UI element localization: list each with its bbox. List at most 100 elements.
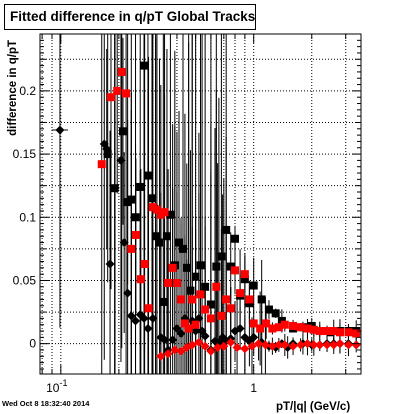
plot-frame — [39, 33, 362, 375]
data-point-diamond — [156, 351, 166, 361]
data-point-diamond — [343, 340, 353, 350]
data-point-square — [217, 311, 226, 320]
data-point-diamond — [55, 125, 65, 135]
data-point-diamond — [288, 341, 298, 351]
data-point-square — [175, 238, 184, 247]
data-point-square — [143, 171, 152, 180]
data-point-diamond — [315, 340, 325, 350]
data-point-square — [268, 324, 277, 333]
data-point-diamond — [235, 323, 245, 333]
data-point-square — [222, 225, 231, 234]
data-point-square — [206, 300, 215, 309]
data-point-square — [249, 319, 258, 328]
data-point-square — [186, 286, 195, 295]
data-markers — [55, 61, 361, 361]
x-axis-label: pT/|q| (GeV/c) — [276, 401, 350, 413]
data-point-diamond — [126, 311, 136, 321]
data-point-square — [256, 324, 265, 333]
data-point-square — [97, 160, 106, 169]
y-axis-label: difference in q/pT — [7, 40, 19, 136]
data-point-square — [178, 244, 187, 253]
data-point-diamond — [176, 329, 186, 339]
data-point-square — [110, 184, 119, 193]
data-point-square — [201, 305, 210, 314]
data-point-diamond — [213, 342, 223, 352]
data-point-diamond — [280, 340, 290, 350]
data-point-square — [164, 278, 173, 287]
data-point-square — [148, 203, 157, 212]
data-point-square — [315, 327, 324, 336]
data-point-square — [196, 290, 205, 299]
data-point-square — [352, 329, 361, 338]
data-point-square — [127, 195, 136, 204]
axes: 00.050.10.150.210-1 1 — [13, 33, 361, 395]
data-point-diamond — [131, 316, 141, 326]
data-point-square — [184, 324, 193, 333]
data-point-square — [151, 232, 160, 241]
data-point-square — [166, 210, 175, 219]
data-point-square — [271, 309, 280, 318]
data-point-square — [296, 323, 305, 332]
data-point-diamond — [351, 340, 361, 350]
data-point-square — [280, 320, 289, 329]
data-point-square — [196, 261, 205, 270]
data-point-square — [118, 127, 127, 136]
chart-title: Fitted difference in q/pT Global Tracks — [4, 4, 256, 30]
y-tick-label: 0.05 — [13, 273, 37, 287]
data-point-square — [127, 244, 136, 253]
data-point-square — [148, 194, 157, 203]
data-point-diamond — [160, 335, 170, 345]
data-point-diamond — [249, 332, 259, 342]
data-point-square — [180, 319, 189, 328]
data-point-square — [289, 321, 298, 330]
y-tick-label: 0.15 — [13, 147, 37, 161]
data-point-square — [236, 289, 245, 298]
data-point-square — [226, 262, 235, 271]
data-point-square — [212, 282, 221, 291]
x-tick-label: 1 — [250, 381, 257, 395]
data-point-square — [155, 238, 164, 247]
data-point-square — [245, 295, 254, 304]
data-point-square — [240, 270, 249, 279]
data-point-square — [140, 260, 149, 269]
data-point-square — [222, 295, 231, 304]
data-point-diamond — [260, 340, 270, 350]
data-point-diamond — [116, 155, 126, 165]
data-point-square — [162, 232, 171, 241]
data-point-square — [274, 323, 283, 332]
data-point-diamond — [176, 346, 186, 356]
data-point-square — [172, 278, 181, 287]
data-point-square — [182, 263, 191, 272]
data-point-square — [168, 263, 177, 272]
data-point-square — [113, 86, 122, 95]
data-point-square — [206, 314, 215, 323]
data-point-diamond — [163, 349, 173, 359]
data-point-diamond — [247, 341, 257, 351]
data-point-square — [257, 295, 266, 304]
data-point-diamond — [302, 339, 312, 349]
data-point-diamond — [226, 337, 236, 347]
timestamp: Wed Oct 8 18:32:40 2014 — [2, 399, 90, 408]
data-point-diamond — [309, 340, 319, 350]
data-point-diamond — [194, 313, 204, 323]
data-point-diamond — [200, 331, 210, 341]
data-point-square — [262, 319, 271, 328]
data-point-square — [117, 67, 126, 76]
data-point-diamond — [187, 340, 197, 350]
data-point-square — [136, 182, 145, 191]
data-point-square — [335, 328, 344, 337]
data-point-diamond — [240, 344, 250, 354]
data-point-diamond — [123, 288, 133, 298]
data-point-diamond — [170, 345, 180, 355]
data-point-diamond — [168, 335, 178, 345]
y-tick-label: 0.1 — [19, 210, 36, 224]
data-point-square — [144, 304, 153, 313]
data-point-square — [231, 234, 240, 243]
y-tick-label: 0.2 — [19, 84, 36, 98]
data-point-diamond — [148, 313, 158, 323]
data-point-square — [177, 295, 186, 304]
data-point-diamond — [232, 342, 242, 352]
data-point-square — [136, 275, 145, 284]
data-point-square — [344, 328, 353, 337]
